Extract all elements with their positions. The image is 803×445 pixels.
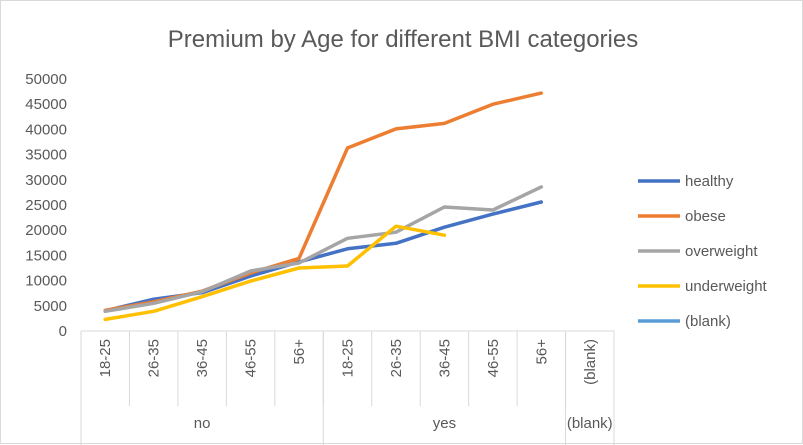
x-tick-label: 56+: [533, 339, 550, 365]
x-group-label: (blank): [567, 415, 613, 432]
series-line-overweight: [103, 185, 544, 314]
y-tick-label: 50000: [25, 71, 67, 88]
y-tick-label: 25000: [25, 197, 67, 214]
legend: healthy obese overweight underweight (blank): [638, 173, 768, 330]
x-group-label: yes: [433, 415, 456, 432]
x-tick-label: (blank): [582, 339, 599, 385]
x-tick-label: 46-55: [485, 339, 502, 377]
y-tick-label: 15000: [25, 247, 67, 264]
y-tick-label: 5000: [34, 298, 67, 315]
x-tick-label: 36-45: [436, 339, 453, 377]
x-group-label: no: [194, 415, 211, 432]
y-tick-label: 35000: [25, 147, 67, 164]
plot-area: [103, 91, 544, 322]
legend-label: overweight: [685, 243, 758, 260]
series-line-underweight: [103, 224, 447, 322]
y-tick-label: 10000: [25, 273, 67, 290]
x-tick-label: 26-35: [388, 339, 405, 377]
series-line-healthy: [103, 200, 544, 313]
y-axis: 5000045000400003500030000250002000015000…: [25, 71, 67, 340]
x-tick-label: 18-25: [340, 339, 357, 377]
y-tick-label: 0: [59, 323, 67, 340]
legend-label: underweight: [685, 278, 768, 295]
x-tick-label: 26-35: [146, 339, 163, 377]
legend-label: healthy: [685, 173, 734, 190]
y-tick-label: 45000: [25, 96, 67, 113]
y-tick-label: 40000: [25, 121, 67, 138]
x-axis: 18-25 26-35 36-45 46-55 56+ 18-25 26-35 36-45 46…: [80, 330, 615, 445]
x-tick-label: 36-45: [194, 339, 211, 377]
y-tick-label: 20000: [25, 222, 67, 239]
chart-title: Premium by Age for different BMI categor…: [168, 26, 638, 53]
series-line-obese: [103, 91, 544, 313]
legend-label: obese: [685, 208, 726, 225]
x-tick-label: 18-25: [97, 339, 114, 377]
y-tick-label: 30000: [25, 172, 67, 189]
x-tick-label: 46-55: [243, 339, 260, 377]
legend-label: (blank): [685, 313, 731, 330]
x-tick-label: 56+: [291, 339, 308, 365]
